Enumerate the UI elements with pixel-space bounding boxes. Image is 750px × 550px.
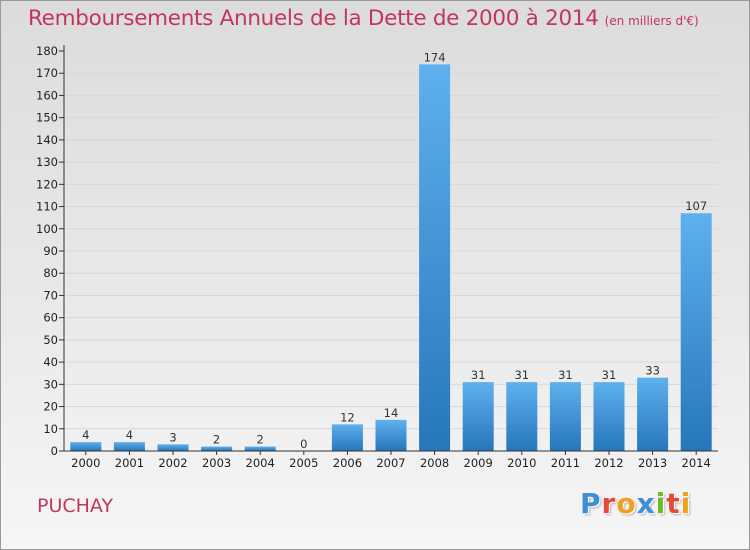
y-tick-label: 110 xyxy=(36,200,58,214)
x-tick-label: 2004 xyxy=(246,456,275,470)
bar-value-label: 2 xyxy=(257,433,264,447)
x-tick-label: 2008 xyxy=(420,456,449,470)
bar-value-label: 2 xyxy=(213,433,220,447)
bar-value-label: 31 xyxy=(471,368,486,382)
x-tick-label: 2006 xyxy=(333,456,362,470)
bar xyxy=(201,446,233,451)
x-tick-label: 2002 xyxy=(158,456,187,470)
x-tick-label: 2011 xyxy=(551,456,580,470)
x-tick-label: 2007 xyxy=(376,456,405,470)
bar-value-label: 12 xyxy=(340,410,355,424)
x-tick-label: 2014 xyxy=(682,456,711,470)
bar xyxy=(113,442,145,451)
logo-letter: i xyxy=(680,487,692,520)
bar-value-label: 0 xyxy=(300,437,307,451)
y-tick-label: 0 xyxy=(51,444,58,458)
x-tick-label: 2000 xyxy=(71,456,100,470)
x-tick-label: 2003 xyxy=(202,456,231,470)
proxiti-logo: Proxiti xyxy=(580,487,691,520)
bar xyxy=(637,377,669,451)
logo-letter: i xyxy=(655,487,667,520)
chart-title: Remboursements Annuels de la Dette de 20… xyxy=(28,6,699,31)
y-tick-label: 70 xyxy=(43,288,58,302)
y-tick-label: 20 xyxy=(43,400,58,414)
y-tick-label: 30 xyxy=(43,377,58,391)
bar-value-label: 31 xyxy=(514,368,529,382)
x-tick-label: 2001 xyxy=(115,456,144,470)
y-tick-label: 80 xyxy=(43,266,58,280)
x-tick-label: 2010 xyxy=(507,456,536,470)
chart-title-text: Remboursements Annuels de la Dette de 20… xyxy=(28,6,599,31)
chart-subtitle: (en milliers d'€) xyxy=(604,14,699,28)
y-tick-label: 130 xyxy=(36,155,58,169)
logo-letter: x xyxy=(636,487,656,520)
commune-name: PUCHAY xyxy=(37,495,114,517)
bar xyxy=(331,424,363,451)
y-tick-label: 10 xyxy=(43,422,58,436)
y-tick-label: 180 xyxy=(36,44,58,58)
bar xyxy=(593,382,625,451)
bar-value-label: 4 xyxy=(82,428,89,442)
logo-letter: t xyxy=(666,487,681,520)
logo-letter: o xyxy=(616,487,637,520)
bar-value-label: 31 xyxy=(558,368,573,382)
bar-value-label: 107 xyxy=(685,199,707,213)
y-tick-label: 160 xyxy=(36,88,58,102)
y-tick-label: 40 xyxy=(43,355,58,369)
y-tick-label: 50 xyxy=(43,333,58,347)
bar-value-label: 3 xyxy=(169,430,176,444)
y-tick-label: 60 xyxy=(43,311,58,325)
bar-value-label: 174 xyxy=(424,50,446,64)
bar xyxy=(244,446,276,451)
bar-value-label: 31 xyxy=(602,368,617,382)
bar-value-label: 14 xyxy=(384,406,399,420)
bar xyxy=(549,382,581,451)
bar xyxy=(680,213,712,451)
bar-value-label: 33 xyxy=(645,364,660,378)
y-tick-label: 170 xyxy=(36,66,58,80)
y-tick-label: 150 xyxy=(36,111,58,125)
x-tick-label: 2012 xyxy=(594,456,623,470)
y-tick-label: 120 xyxy=(36,177,58,191)
bar xyxy=(419,64,451,452)
x-tick-label: 2005 xyxy=(289,456,318,470)
bar xyxy=(506,382,538,451)
bar xyxy=(70,442,102,451)
x-tick-label: 2013 xyxy=(638,456,667,470)
bar xyxy=(462,382,494,451)
y-tick-label: 90 xyxy=(43,244,58,258)
y-tick-label: 140 xyxy=(36,133,58,147)
bar-value-label: 4 xyxy=(126,428,133,442)
y-tick-label: 100 xyxy=(36,222,58,236)
logo-letter: r xyxy=(601,487,617,520)
logo-letter: P xyxy=(580,487,602,520)
bar xyxy=(157,444,189,451)
x-tick-label: 2009 xyxy=(464,456,493,470)
bar xyxy=(375,419,407,451)
